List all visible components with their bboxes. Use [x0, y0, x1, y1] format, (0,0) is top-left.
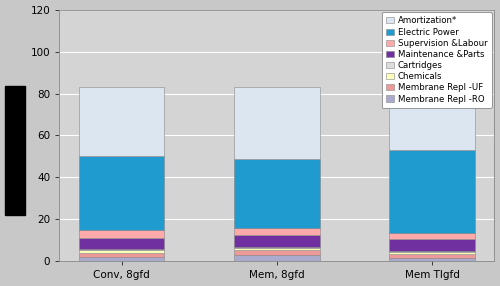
Bar	[79, 230, 164, 238]
Bar	[390, 233, 474, 239]
Bar	[234, 248, 320, 250]
Bar	[234, 228, 320, 235]
Bar	[234, 247, 320, 248]
Bar	[79, 249, 164, 250]
Bar	[390, 258, 474, 261]
Bar	[234, 255, 320, 261]
Bar	[79, 238, 164, 249]
Bar	[390, 254, 474, 258]
Legend: Amortization*, Electric Power, Supervision &Labour, Maintenance &Parts, Cartridg: Amortization*, Electric Power, Supervisi…	[382, 12, 492, 108]
Bar	[79, 250, 164, 253]
Bar	[234, 158, 320, 228]
Bar	[390, 87, 474, 150]
Bar	[390, 239, 474, 251]
Bar	[234, 87, 320, 158]
Bar	[79, 87, 164, 156]
Bar	[390, 251, 474, 252]
Bar	[390, 252, 474, 254]
Bar	[234, 250, 320, 255]
Bar	[79, 156, 164, 230]
Bar	[390, 150, 474, 233]
Bar	[79, 257, 164, 261]
Bar	[234, 235, 320, 247]
Bar	[79, 253, 164, 257]
